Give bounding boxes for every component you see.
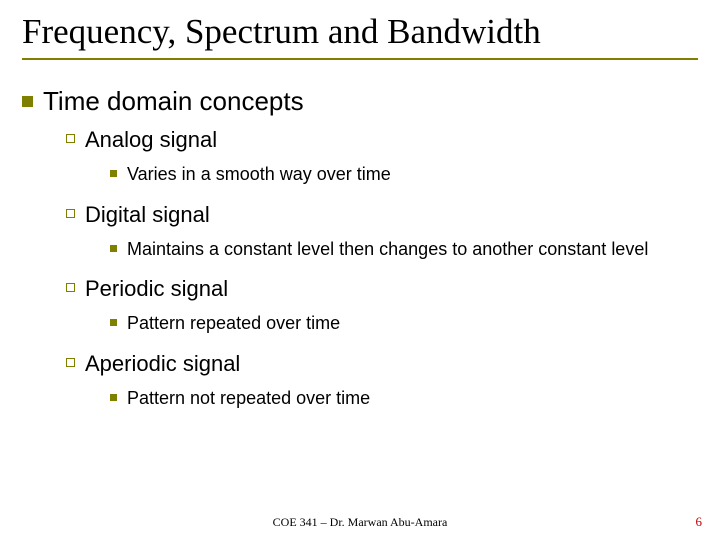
square-open-bullet-icon	[66, 283, 75, 292]
square-small-bullet-icon	[110, 245, 117, 252]
item-label: Periodic signal	[85, 276, 698, 302]
item-detail: Pattern not repeated over time	[127, 387, 698, 410]
square-small-bullet-icon	[110, 319, 117, 326]
square-open-bullet-icon	[66, 134, 75, 143]
slide-title: Frequency, Spectrum and Bandwidth	[22, 12, 698, 52]
list-item: Digital signal	[66, 202, 698, 228]
item-label: Digital signal	[85, 202, 698, 228]
square-bullet-icon	[22, 96, 33, 107]
item-detail: Pattern repeated over time	[127, 312, 698, 335]
item-label: Aperiodic signal	[85, 351, 698, 377]
footer-text: COE 341 – Dr. Marwan Abu-Amara	[0, 515, 720, 530]
list-item: Analog signal	[66, 127, 698, 153]
list-item: Maintains a constant level then changes …	[110, 238, 698, 261]
list-item: Time domain concepts	[22, 86, 698, 117]
title-underline	[22, 58, 698, 60]
list-item: Varies in a smooth way over time	[110, 163, 698, 186]
slide: Frequency, Spectrum and Bandwidth Time d…	[0, 0, 720, 540]
square-open-bullet-icon	[66, 358, 75, 367]
item-detail: Maintains a constant level then changes …	[127, 238, 698, 261]
list-item: Periodic signal	[66, 276, 698, 302]
list-item: Aperiodic signal	[66, 351, 698, 377]
heading-text: Time domain concepts	[43, 86, 698, 117]
item-detail: Varies in a smooth way over time	[127, 163, 698, 186]
square-small-bullet-icon	[110, 394, 117, 401]
list-item: Pattern repeated over time	[110, 312, 698, 335]
list-item: Pattern not repeated over time	[110, 387, 698, 410]
page-number: 6	[696, 514, 703, 530]
item-label: Analog signal	[85, 127, 698, 153]
square-open-bullet-icon	[66, 209, 75, 218]
square-small-bullet-icon	[110, 170, 117, 177]
